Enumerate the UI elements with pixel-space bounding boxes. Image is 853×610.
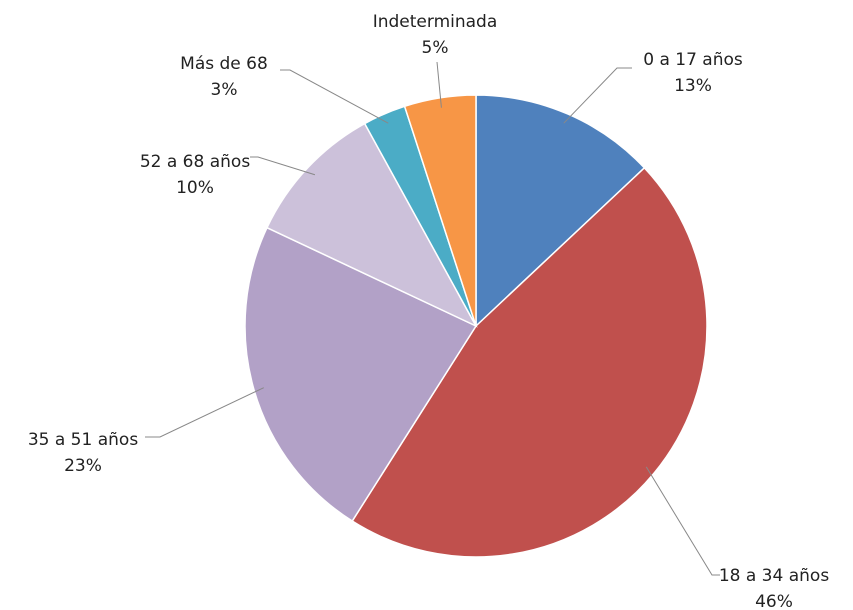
leader-line [645,466,720,576]
slice-label: 18 a 34 años [719,566,829,586]
pie-slice [244,226,478,523]
slice-value-label: 13% [674,76,712,96]
leader-line [436,61,442,108]
pie-slice [265,122,478,328]
pie-slice [351,166,708,558]
leader-line [250,156,316,176]
leader-line [145,387,264,438]
slice-value-label: 23% [64,456,102,476]
slice-label: Indeterminada [373,12,498,32]
slice-value-label: 5% [422,38,449,58]
slice-value-label: 10% [176,178,214,198]
slice-label: 52 a 68 años [140,152,250,172]
pie-slice [475,94,646,328]
slice-value-label: 3% [211,80,238,100]
slice-value-label: 46% [755,592,793,610]
slice-label: 0 a 17 años [643,50,743,70]
pie-slice [403,94,477,327]
slice-label: 35 a 51 años [28,430,138,450]
leader-line [280,69,389,124]
slice-label: Más de 68 [180,54,268,74]
leader-line [563,67,632,124]
